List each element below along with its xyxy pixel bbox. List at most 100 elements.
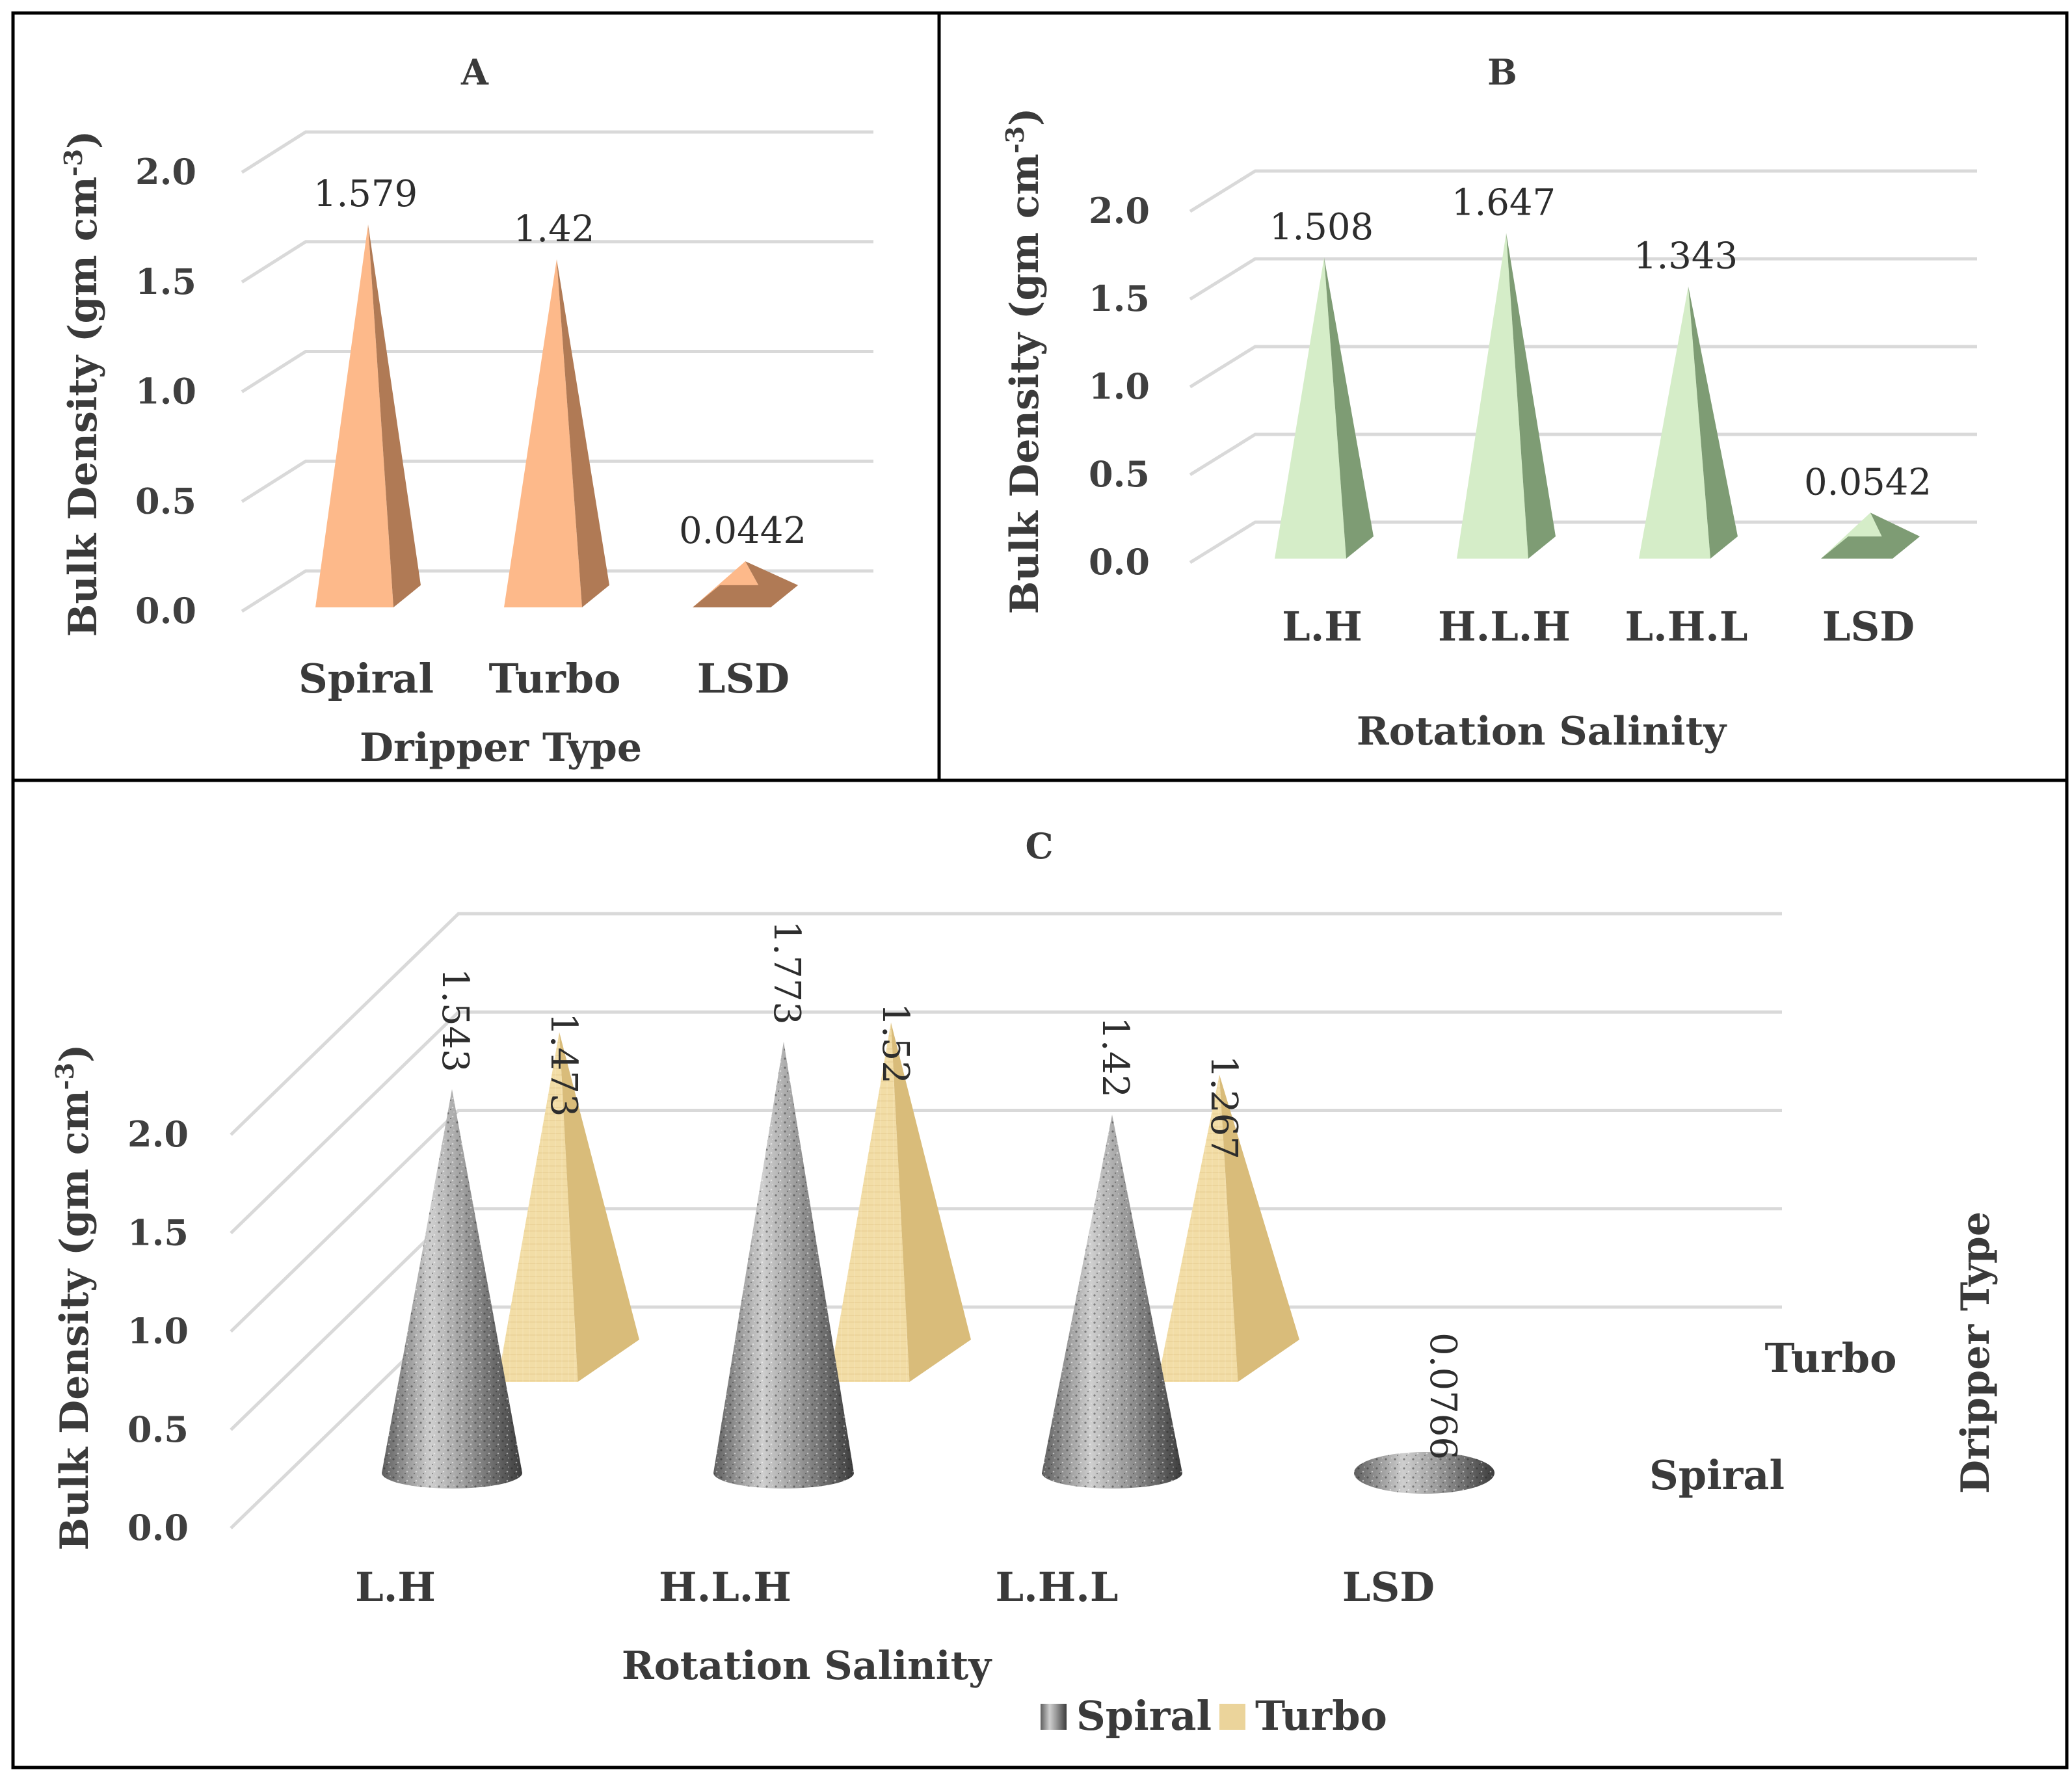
y-tick-label: 1.5: [1089, 278, 1150, 319]
legend-label-turbo: Turbo: [1255, 1692, 1387, 1740]
data-label: 1.343: [1634, 235, 1738, 277]
spiral-bar-lhl: [1042, 1114, 1182, 1489]
bar-front-face: [1457, 233, 1528, 559]
panel-c-z-axis-label: Dripper Type: [1953, 1211, 1999, 1494]
bar-side-face: [557, 259, 609, 607]
panel-c-spiral-bars: [382, 1041, 1494, 1494]
turbo-data-label: 1.473: [542, 1013, 585, 1117]
turbo-face-texture: [498, 1032, 578, 1382]
y-tick-label: 0.0: [1089, 541, 1150, 583]
spiral-data-label: 1.773: [765, 921, 808, 1025]
panel-b-y-ticks: 0.0 0.5 1.0 1.5 2.0: [1089, 190, 1150, 583]
gridline-2: [230, 1109, 1782, 1333]
category-label: LSD: [697, 655, 790, 702]
category-label: L.H.L: [1625, 603, 1748, 650]
category-label: L.H: [355, 1563, 436, 1611]
data-label: 1.647: [1452, 181, 1556, 224]
bar-flat-top: [693, 585, 798, 607]
gridline-0: [1189, 520, 1977, 564]
gridline-1: [241, 459, 873, 503]
panel-a-title: A: [460, 51, 489, 93]
panel-c-legend: Spiral Turbo: [1041, 1692, 1387, 1740]
bar-front-face: [1639, 286, 1710, 559]
panel-a-bars: 1.579 1.42 0.0442: [313, 173, 806, 607]
bar-side-face: [368, 224, 421, 607]
panel-c-chart: C 0.0 0.5 1.0 1.5 2.0 1.473 1.52 1.267 1.543 1.7…: [50, 825, 1999, 1740]
data-label: 0.0442: [679, 510, 806, 552]
bar-side-face: [1506, 233, 1556, 559]
spiral-disc-texture: [1354, 1452, 1494, 1494]
gridline-4: [230, 912, 1782, 1136]
panel-c-depth-label-spiral: Spiral: [1649, 1451, 1785, 1499]
y-tick-label: 2.0: [127, 1113, 189, 1155]
y-tick-label: 2.0: [135, 151, 196, 192]
panel-c-y-ticks: 0.0 0.5 1.0 1.5 2.0: [127, 1113, 189, 1548]
bar-lsd: [693, 561, 798, 607]
turbo-data-label: 1.267: [1202, 1055, 1245, 1159]
spiral-data-label: 1.42: [1094, 1016, 1136, 1098]
spiral-cone-texture: [713, 1041, 854, 1489]
bar-front-face: [315, 224, 393, 607]
y-tick-label: 0.5: [135, 480, 196, 522]
category-label: LSD: [1342, 1563, 1435, 1611]
legend-swatch-turbo: [1219, 1704, 1245, 1730]
category-label: Spiral: [299, 655, 434, 702]
panel-c-title: C: [1026, 825, 1054, 867]
bar-side-face: [1324, 257, 1374, 559]
legend-label-spiral: Spiral: [1076, 1692, 1212, 1740]
y-tick-label: 1.5: [127, 1211, 189, 1253]
spiral-data-label: 1.543: [434, 968, 476, 1072]
legend-swatch-spiral: [1041, 1704, 1067, 1730]
bar-front-face: [1275, 257, 1346, 559]
bar-side-face: [1870, 512, 1920, 559]
y-tick-label: 1.5: [135, 261, 196, 302]
bar-lhl: [1639, 286, 1738, 559]
category-label: Turbo: [489, 655, 621, 702]
panel-a-categories: Spiral Turbo LSD: [299, 655, 790, 702]
bar-lsd: [1821, 512, 1920, 559]
spiral-cone-texture: [1042, 1114, 1182, 1489]
panel-a-chart: A 0.0 0.5 1.0 1.5 2.0 1.579 1.42 0.0442 Spiral…: [59, 51, 873, 771]
spiral-bar-hlh: [713, 1041, 854, 1489]
data-label: 1.579: [313, 173, 418, 215]
data-label: 1.42: [514, 208, 595, 250]
turbo-data-label: 1.52: [874, 1003, 916, 1084]
panel-b-x-axis-label: Rotation Salinity: [1357, 709, 1727, 754]
panel-c-frame: [11, 778, 2069, 1769]
bar-side-face: [1688, 286, 1738, 559]
y-tick-label: 1.0: [135, 371, 196, 412]
bar-spiral: [315, 224, 421, 607]
category-label: H.L.H: [659, 1563, 791, 1611]
category-label: LSD: [1822, 603, 1915, 650]
panel-c-depth-label-turbo: Turbo: [1765, 1334, 1897, 1382]
panel-b-chart: B 0.00.51.01.52.0 1.5081.6471.3430.0542 …: [1000, 51, 1977, 754]
gridline-3: [230, 1010, 1782, 1235]
bar-turbo: [504, 259, 609, 607]
gridline-3: [1189, 257, 1977, 301]
category-label: H.L.H: [1438, 603, 1571, 650]
turbo-face-right: [891, 1022, 971, 1382]
panel-c-value-labels: 1.473 1.52 1.267 1.543 1.773 1.42 0.0766: [434, 921, 1464, 1460]
y-tick-label: 1.0: [1089, 365, 1150, 407]
panel-c-categories: L.H H.L.H L.H.L LSD: [355, 1563, 1435, 1611]
turbo-face-right: [1219, 1074, 1299, 1382]
panel-c-y-axis-label: Bulk Density (gm cm-3): [50, 1044, 98, 1551]
bar-hlh: [1457, 233, 1556, 559]
y-tick-label: 0.0: [135, 590, 196, 631]
data-label: 1.508: [1269, 206, 1374, 248]
bar-front-face: [504, 259, 582, 607]
y-tick-label: 0.0: [127, 1507, 189, 1548]
category-label: L.H: [1282, 603, 1362, 650]
data-label: 0.0542: [1804, 461, 1932, 503]
turbo-face-right: [559, 1032, 639, 1382]
gridline-4: [1189, 169, 1977, 213]
y-tick-label: 0.5: [127, 1409, 189, 1450]
turbo-bar-lhl: [1158, 1074, 1299, 1382]
turbo-bar-lh: [498, 1032, 639, 1382]
y-tick-label: 2.0: [1089, 190, 1150, 232]
panel-b-title: B: [1487, 51, 1517, 93]
panel-c-x-axis-label: Rotation Salinity: [622, 1643, 992, 1689]
spiral-data-label: 0.0766: [1422, 1332, 1464, 1460]
panel-b-y-axis-label: Bulk Density (gm cm-3): [1000, 108, 1048, 615]
